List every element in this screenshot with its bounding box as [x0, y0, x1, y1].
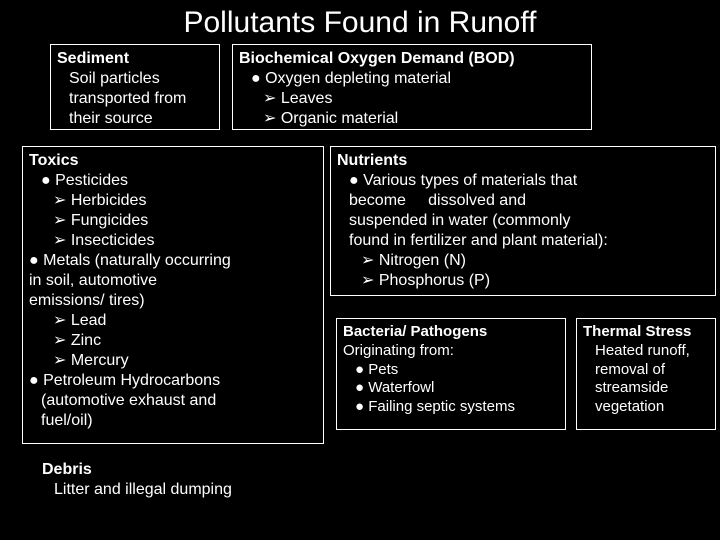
bacteria-line: ● Pets: [343, 361, 559, 380]
bod-line: ➢ Leaves: [239, 89, 585, 109]
bod-line: ➢ Organic material: [239, 109, 585, 129]
toxics-line: fuel/oil): [29, 411, 317, 431]
sediment-box: Sediment Soil particles transported from…: [50, 44, 220, 130]
nutrients-line: become dissolved and: [337, 191, 709, 211]
bacteria-heading: Bacteria/ Pathogens: [343, 323, 559, 342]
nutrients-heading: Nutrients: [337, 151, 709, 171]
nutrients-line: found in fertilizer and plant material):: [337, 231, 709, 251]
thermal-box: Thermal Stress Heated runoff, removal of…: [576, 318, 716, 430]
nutrients-line: suspended in water (commonly: [337, 211, 709, 231]
toxics-line: ➢ Fungicides: [29, 211, 317, 231]
toxics-line: emissions/ tires): [29, 291, 317, 311]
toxics-line: (automotive exhaust and: [29, 391, 317, 411]
toxics-line: ➢ Zinc: [29, 331, 317, 351]
nutrients-line: ➢ Nitrogen (N): [337, 251, 709, 271]
toxics-line: ➢ Herbicides: [29, 191, 317, 211]
nutrients-line: ● Various types of materials that: [337, 171, 709, 191]
thermal-line: removal of: [583, 361, 709, 380]
toxics-line: ● Petroleum Hydrocarbons: [29, 371, 317, 391]
sediment-heading: Sediment: [57, 49, 213, 69]
bacteria-box: Bacteria/ Pathogens Originating from: ● …: [336, 318, 566, 430]
bacteria-line: ● Waterfowl: [343, 379, 559, 398]
toxics-line: ➢ Lead: [29, 311, 317, 331]
thermal-line: streamside: [583, 379, 709, 398]
toxics-heading: Toxics: [29, 151, 317, 171]
nutrients-box: Nutrients ● Various types of materials t…: [330, 146, 716, 296]
bacteria-line: ● Failing septic systems: [343, 398, 559, 417]
toxics-line: ● Pesticides: [29, 171, 317, 191]
toxics-line: in soil, automotive: [29, 271, 317, 291]
thermal-line: vegetation: [583, 398, 709, 417]
toxics-line: ➢ Insecticides: [29, 231, 317, 251]
debris-line: Litter and illegal dumping: [42, 480, 310, 500]
debris-heading: Debris: [42, 460, 310, 480]
bod-heading: Biochemical Oxygen Demand (BOD): [239, 49, 585, 69]
bod-line: ● Oxygen depleting material: [239, 69, 585, 89]
slide-title: Pollutants Found in Runoff: [0, 0, 720, 44]
toxics-box: Toxics ● Pesticides ➢ Herbicides ➢ Fungi…: [22, 146, 324, 444]
toxics-line: ➢ Mercury: [29, 351, 317, 371]
nutrients-line: ➢ Phosphorus (P): [337, 271, 709, 291]
debris-box: Debris Litter and illegal dumping: [36, 456, 316, 506]
bod-box: Biochemical Oxygen Demand (BOD) ● Oxygen…: [232, 44, 592, 130]
sediment-line: transported from: [57, 89, 213, 109]
toxics-line: ● Metals (naturally occurring: [29, 251, 317, 271]
thermal-heading: Thermal Stress: [583, 323, 709, 342]
sediment-line: Soil particles: [57, 69, 213, 89]
sediment-line: their source: [57, 109, 213, 129]
bacteria-line: Originating from:: [343, 342, 559, 361]
thermal-line: Heated runoff,: [583, 342, 709, 361]
